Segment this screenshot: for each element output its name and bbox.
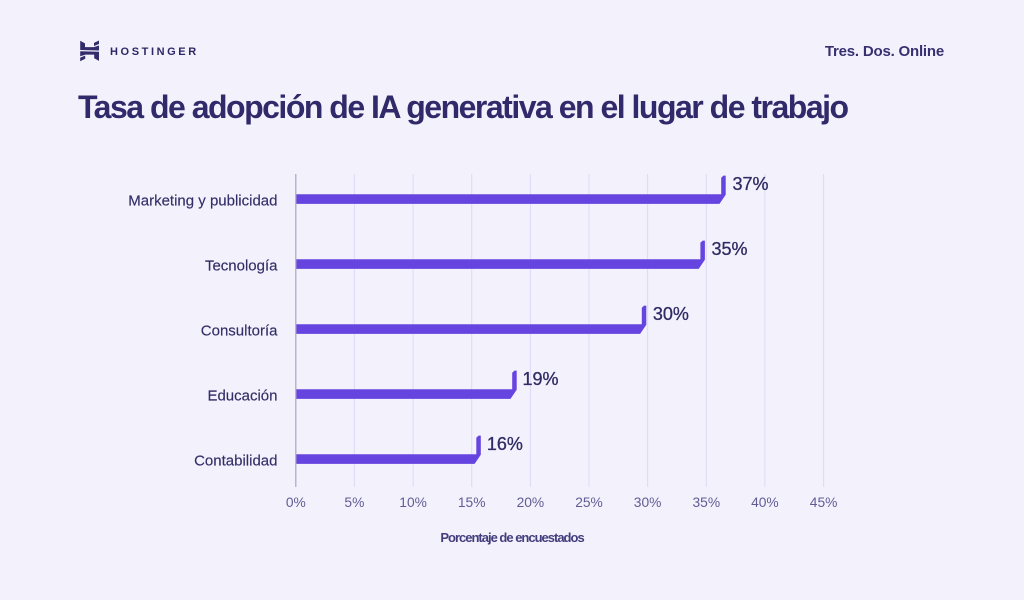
svg-text:Porcentaje de encuestados: Porcentaje de encuestados [440,530,584,545]
svg-text:Marketing y publicidad: Marketing y publicidad [128,193,277,210]
svg-text:10%: 10% [399,495,427,510]
svg-text:16%: 16% [487,434,523,454]
svg-text:25%: 25% [575,495,603,510]
svg-text:0%: 0% [286,495,306,510]
svg-text:35%: 35% [712,239,748,259]
svg-text:40%: 40% [751,495,779,510]
svg-text:30%: 30% [653,304,689,324]
svg-text:19%: 19% [523,369,559,389]
svg-text:Educación: Educación [207,388,277,405]
svg-text:45%: 45% [810,495,838,510]
svg-text:15%: 15% [458,495,486,510]
svg-text:Tecnología: Tecnología [205,258,278,275]
svg-text:Contabilidad: Contabilidad [194,453,277,470]
svg-text:20%: 20% [517,495,545,510]
svg-text:Consultoría: Consultoría [201,323,278,340]
svg-text:35%: 35% [692,495,720,510]
svg-text:30%: 30% [634,495,662,510]
svg-text:37%: 37% [733,174,769,194]
svg-text:5%: 5% [344,495,364,510]
